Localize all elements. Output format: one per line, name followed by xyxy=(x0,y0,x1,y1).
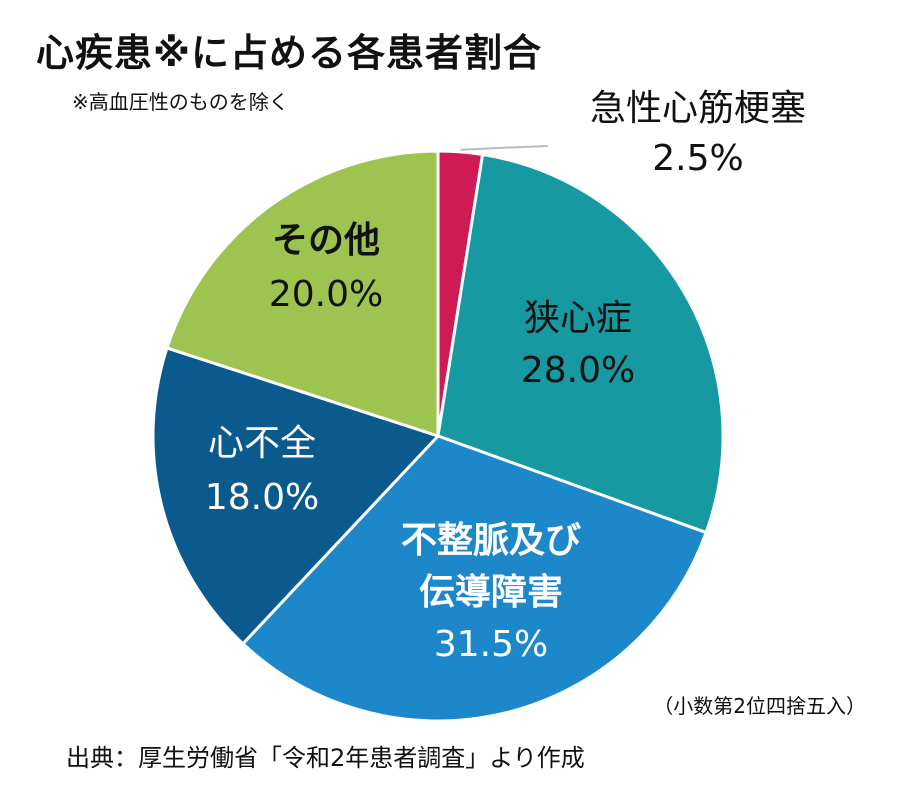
slice-value-other: 20.0% xyxy=(269,274,383,315)
rounding-note: （小数第2位四捨五入） xyxy=(653,694,866,718)
pie-slice-angina xyxy=(436,152,725,535)
slice-label-arrhythmia: 不整脈及び伝導障害 31.5% xyxy=(401,520,581,665)
slice-value-heart-failure: 18.0% xyxy=(205,477,319,518)
slice-value-angina: 28.0% xyxy=(521,350,635,391)
pie-slice-heart-failure xyxy=(151,346,441,646)
slice-name-arrhythmia-2: 伝導障害 xyxy=(419,572,563,613)
pie-slice-other xyxy=(165,149,440,439)
slice-label-other: その他 20.0% xyxy=(269,220,383,315)
footnote-exclusion: ※高血圧性のものを除く xyxy=(72,90,289,114)
leader-line-acute-mi xyxy=(460,145,549,151)
slice-value-acute-mi: 2.5% xyxy=(652,138,743,179)
chart-title: 心疾患※に占める各患者割合 xyxy=(36,31,542,75)
source-credit: 出典：厚生労働省「令和2年患者調査」より作成 xyxy=(66,744,585,772)
slice-label-acute-mi: 急性心筋梗塞 2.5% xyxy=(590,88,806,179)
slice-name-other: その他 xyxy=(272,220,380,261)
slice-label-heart-failure: 心不全 18.0% xyxy=(205,423,319,518)
slice-name-angina: 狭心症 xyxy=(524,298,632,339)
slice-name-arrhythmia-1: 不整脈及び xyxy=(401,520,581,561)
slice-name-heart-failure: 心不全 xyxy=(208,423,316,464)
pie-slice-arrhythmia xyxy=(240,434,709,723)
slice-name-acute-mi: 急性心筋梗塞 xyxy=(590,88,806,129)
slice-value-arrhythmia: 31.5% xyxy=(434,624,548,665)
slice-label-angina: 狭心症 28.0% xyxy=(521,298,635,391)
